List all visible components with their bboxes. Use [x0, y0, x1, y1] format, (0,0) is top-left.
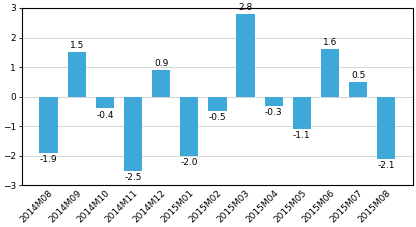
Bar — [208, 97, 227, 111]
Bar — [96, 97, 114, 109]
Text: -1.9: -1.9 — [40, 155, 57, 164]
Text: 1.5: 1.5 — [69, 41, 84, 50]
Bar — [67, 52, 86, 97]
Bar — [124, 97, 142, 170]
Bar — [265, 97, 283, 106]
Text: 1.6: 1.6 — [323, 38, 337, 47]
Bar — [377, 97, 396, 159]
Text: -2.0: -2.0 — [181, 158, 198, 167]
Bar — [40, 97, 58, 153]
Bar — [180, 97, 198, 156]
Bar — [293, 97, 311, 129]
Text: -0.3: -0.3 — [265, 108, 282, 117]
Text: -1.1: -1.1 — [293, 131, 311, 140]
Text: 2.8: 2.8 — [238, 3, 253, 12]
Text: 0.5: 0.5 — [351, 71, 365, 80]
Bar — [152, 70, 170, 97]
Text: 0.9: 0.9 — [154, 59, 168, 68]
Bar — [321, 49, 339, 97]
Bar — [236, 14, 255, 97]
Text: -2.5: -2.5 — [124, 173, 142, 182]
Text: -2.1: -2.1 — [378, 161, 395, 170]
Bar — [349, 82, 367, 97]
Text: -0.4: -0.4 — [96, 111, 114, 120]
Text: -0.5: -0.5 — [208, 114, 226, 123]
